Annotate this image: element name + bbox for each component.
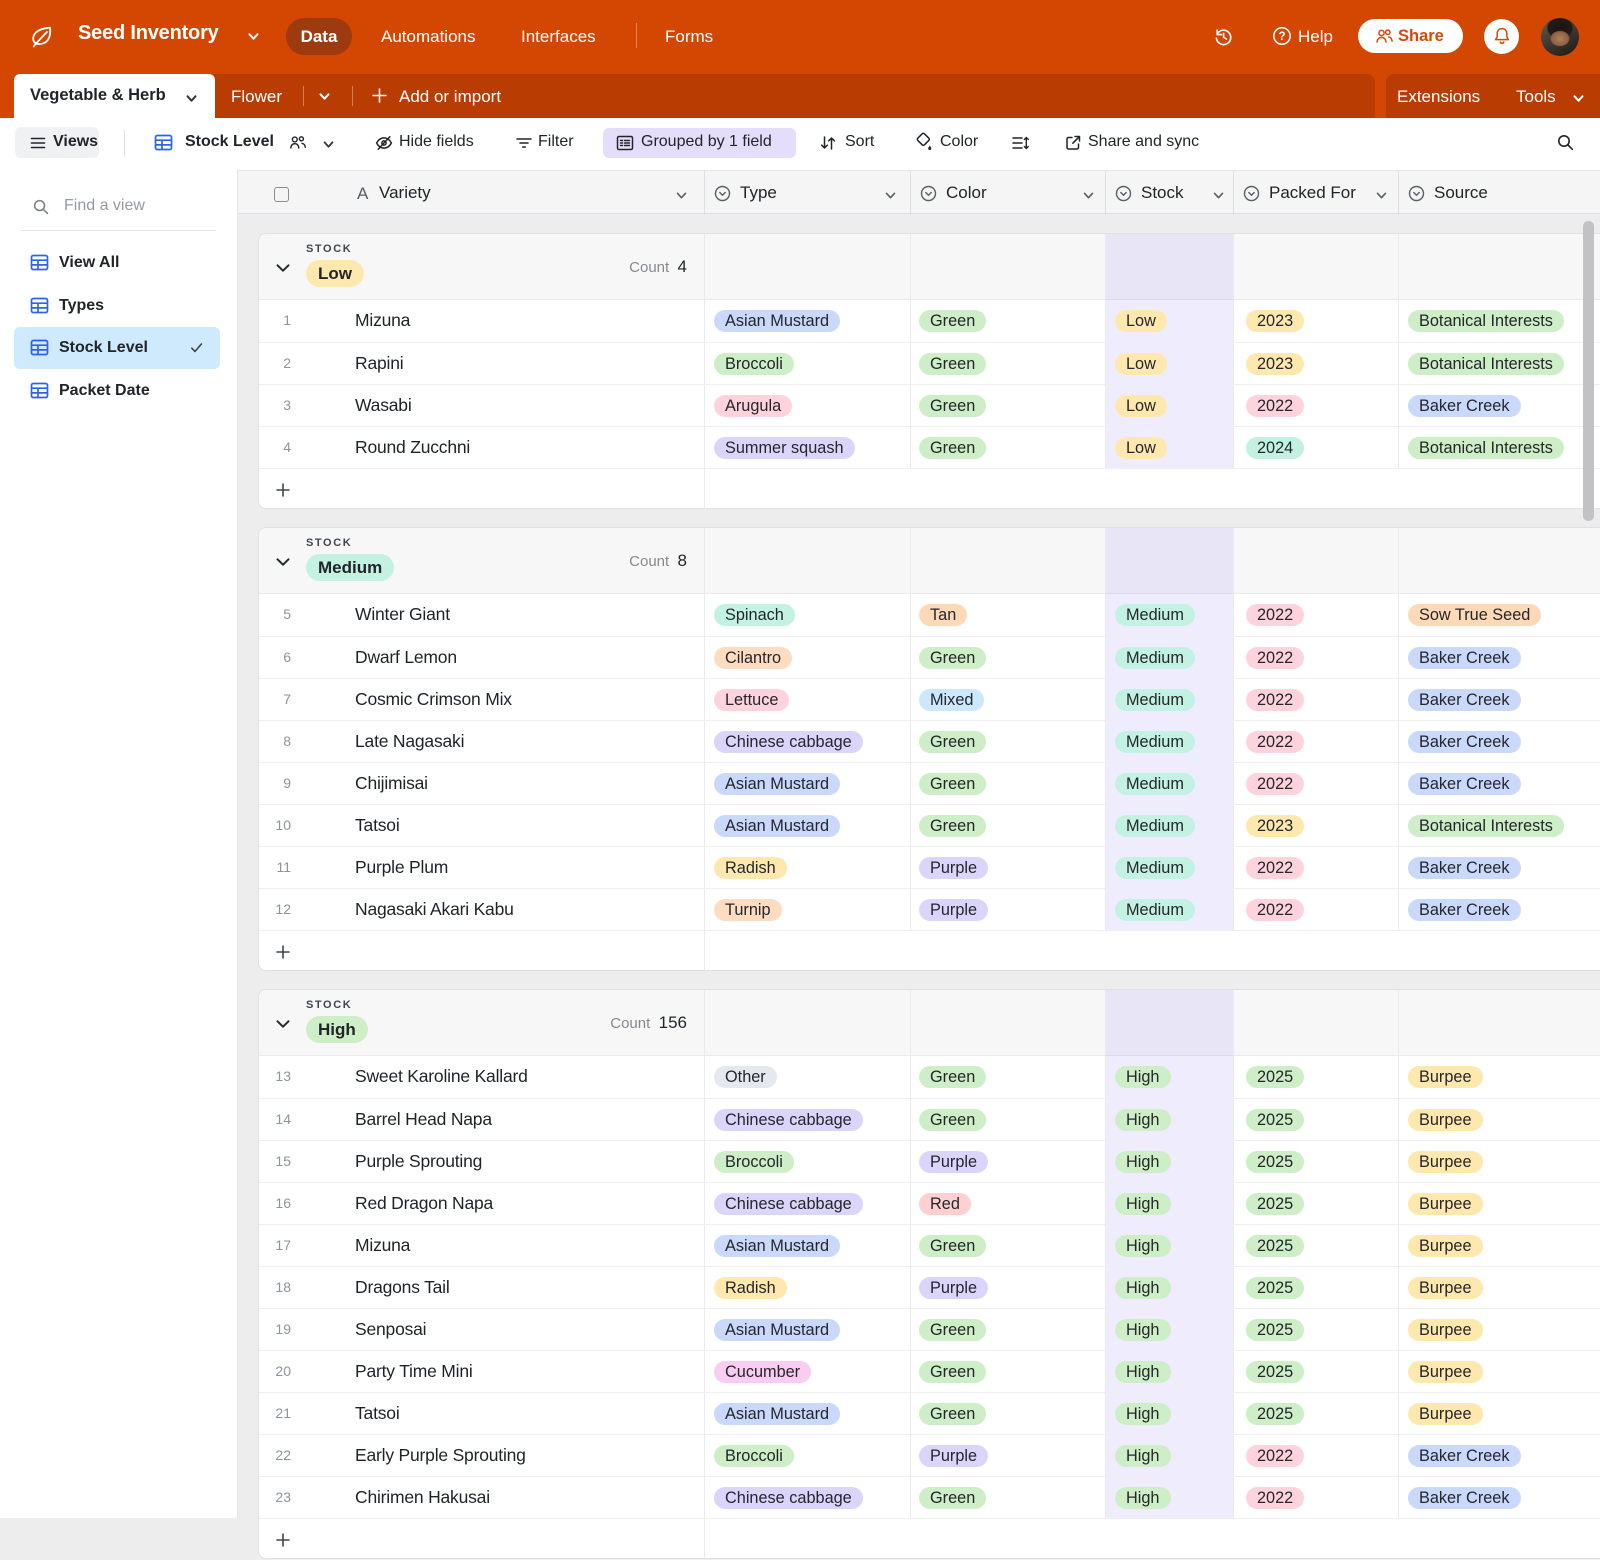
svg-text:?: ? [1278, 31, 1285, 43]
